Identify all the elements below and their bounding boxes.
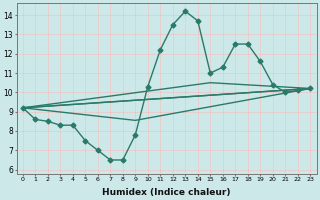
X-axis label: Humidex (Indice chaleur): Humidex (Indice chaleur) <box>102 188 231 197</box>
